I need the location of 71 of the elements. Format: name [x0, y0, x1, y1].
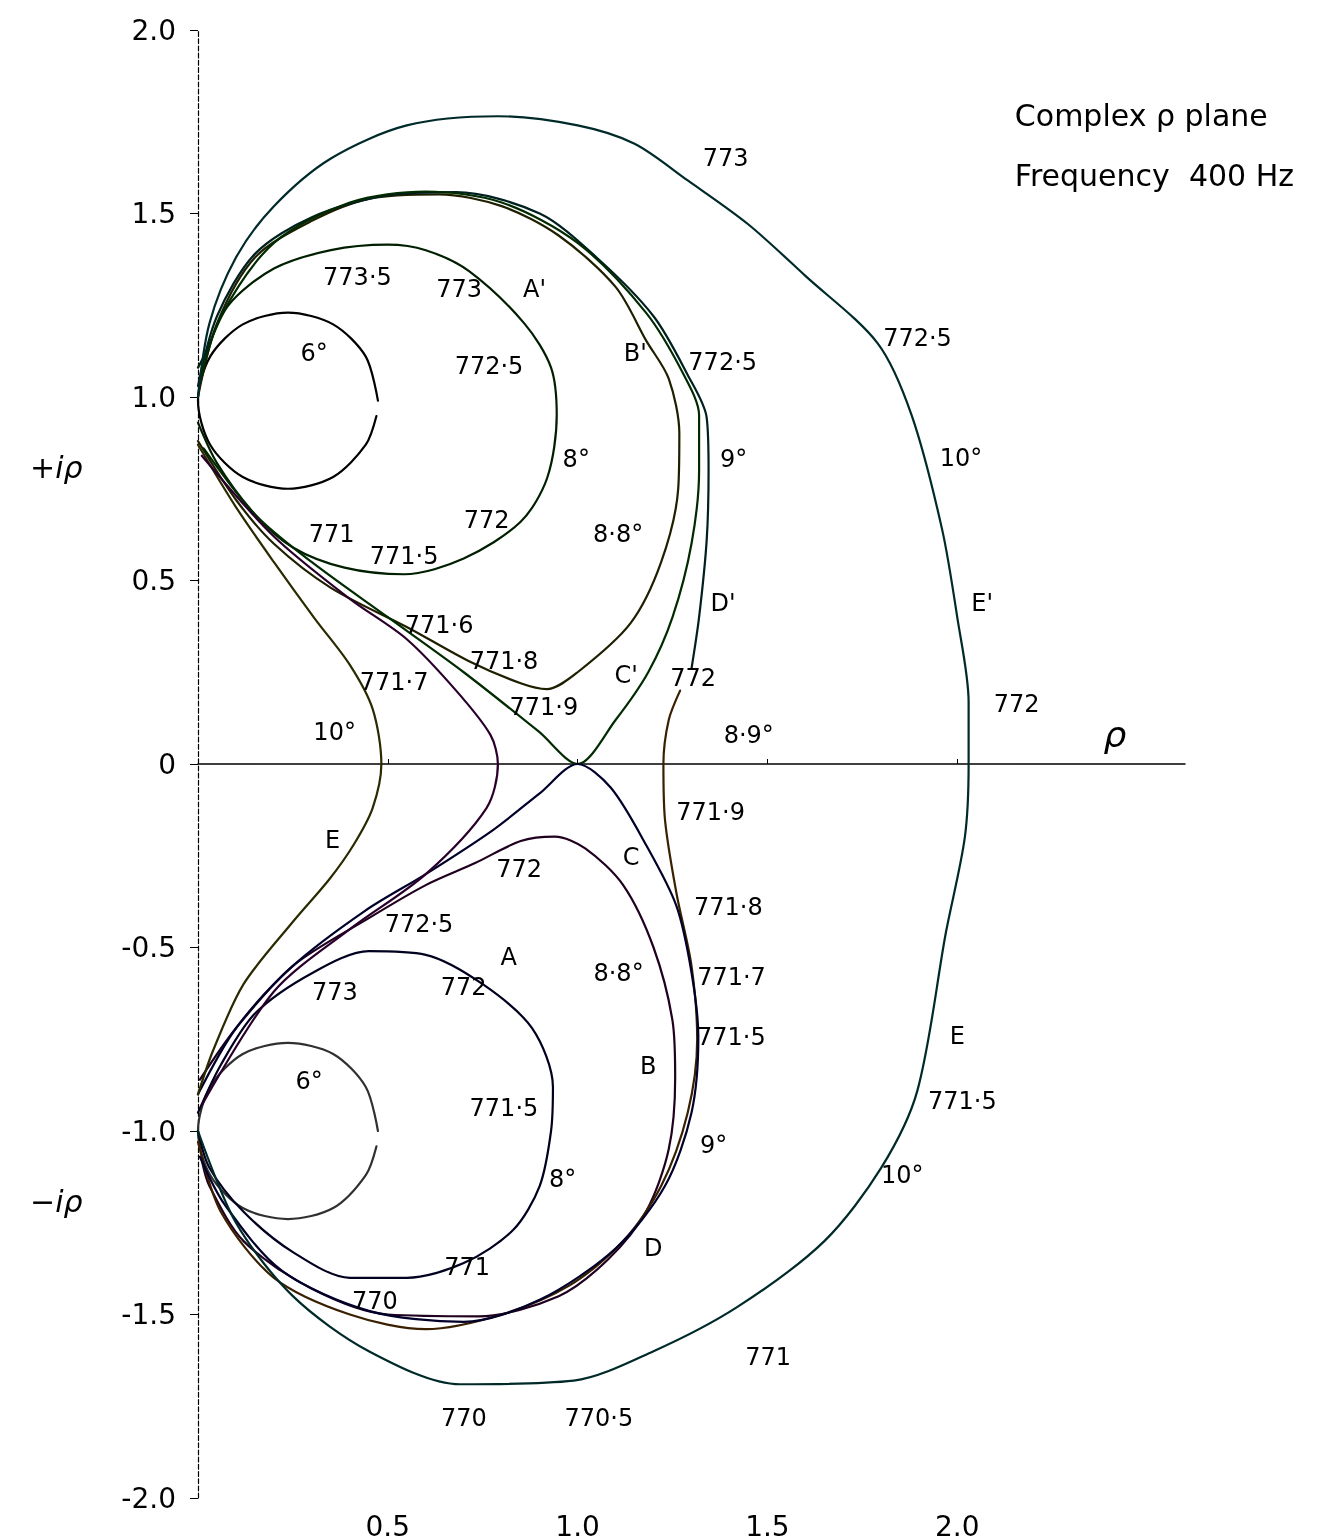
- y-tick-label: -1.5: [121, 1298, 176, 1331]
- annotation: 771·9: [676, 798, 745, 827]
- annotation: 770·5: [564, 1403, 634, 1432]
- annotation: 8·8°: [593, 520, 644, 549]
- annotation: 771·8: [693, 892, 763, 921]
- annotation: 771·5: [369, 542, 439, 571]
- y-tick-label: 0: [158, 747, 176, 781]
- annotation: D': [710, 589, 736, 618]
- x-tick-label: 1.5: [745, 1509, 790, 1540]
- y-tick-label: -1.0: [121, 1114, 176, 1148]
- annotation: 8·9°: [723, 720, 774, 749]
- annotation: 771·8: [469, 647, 539, 676]
- annotation: C': [614, 661, 638, 690]
- annotation: A': [522, 274, 546, 303]
- annotation: 771·5: [928, 1086, 997, 1115]
- annotation: B': [623, 338, 647, 367]
- annotation: 6°: [295, 1066, 323, 1095]
- y-tick-label: 1.0: [131, 380, 176, 414]
- annotation: 771·7: [697, 963, 766, 992]
- annotation: 771·5: [469, 1093, 539, 1122]
- annotation: 772·5: [883, 324, 952, 353]
- annotation: 773: [702, 144, 749, 173]
- text: −iρ: [30, 1183, 83, 1219]
- annotation: 771·6: [404, 611, 474, 640]
- annotation: 773: [311, 978, 358, 1007]
- annotation: 772·5: [688, 347, 758, 376]
- y-tick-label: -2.0: [121, 1481, 176, 1515]
- annotation: 771·9: [509, 692, 579, 721]
- annotation: 771: [745, 1343, 791, 1372]
- annotation: 772: [670, 664, 717, 693]
- annotation: E': [971, 589, 994, 618]
- annotation: 771: [308, 519, 355, 548]
- annotation: 8·8°: [593, 958, 644, 987]
- annotation: 8°: [562, 444, 590, 473]
- annotation: E: [325, 825, 341, 854]
- y-tick-label: 2.0: [131, 13, 176, 47]
- annotation: 772: [496, 855, 543, 884]
- annotation: 770: [441, 1404, 487, 1433]
- annotation: 9°: [719, 445, 748, 474]
- text: Complex ρ plane: [1014, 97, 1268, 133]
- annotation: 773: [436, 275, 482, 304]
- y-axis-title: +iρ: [30, 449, 83, 485]
- annotation: 771·7: [359, 667, 429, 696]
- annotation: 773·5: [323, 262, 392, 291]
- annotation: 772·5: [384, 909, 454, 938]
- annotation: 772·5: [454, 351, 524, 380]
- annotation: 10°: [881, 1160, 924, 1189]
- annotation: D: [643, 1234, 663, 1263]
- annotation: E: [949, 1021, 965, 1050]
- annotation: 770: [351, 1286, 398, 1315]
- y-tick-label: 0.5: [131, 564, 176, 597]
- text: Frequency 400 Hz: [1014, 157, 1294, 193]
- annotation: C: [622, 843, 640, 872]
- annotation: 772: [463, 505, 510, 534]
- annotation: 10°: [313, 717, 356, 746]
- x-tick-label: 1.0: [555, 1509, 600, 1540]
- annotation: 9°: [700, 1130, 728, 1159]
- annotation: 771·5: [696, 1022, 766, 1051]
- annotation: 8°: [549, 1165, 577, 1194]
- x-axis-title: ρ: [1103, 713, 1127, 755]
- y-tick-label: -0.5: [121, 931, 176, 964]
- x-tick-label: 2.0: [934, 1509, 980, 1540]
- annotation: A: [500, 943, 518, 972]
- annotation: 6°: [300, 339, 328, 368]
- y-tick-label: 1.5: [131, 197, 176, 230]
- annotation: 772: [993, 689, 1040, 718]
- annotation: 771: [444, 1253, 490, 1282]
- annotation: 772: [440, 973, 487, 1002]
- annotation: B: [639, 1051, 657, 1080]
- annotation: 10°: [939, 444, 983, 473]
- x-tick-label: 0.5: [365, 1509, 411, 1540]
